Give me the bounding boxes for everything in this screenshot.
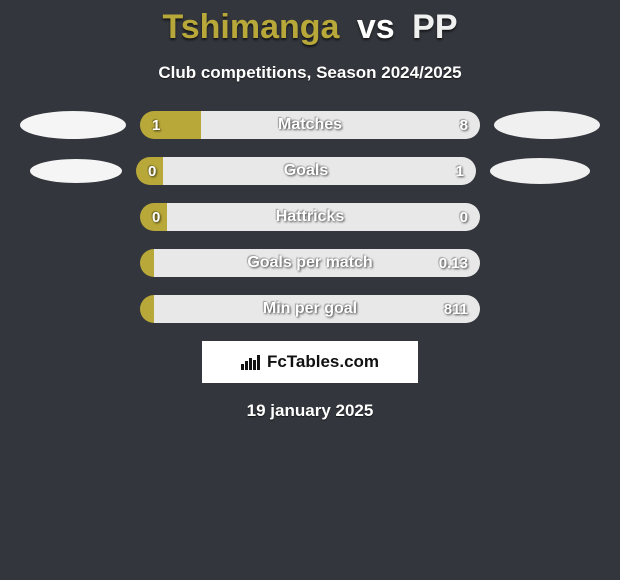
- subtitle: Club competitions, Season 2024/2025: [0, 63, 620, 83]
- date-text: 19 january 2025: [0, 401, 620, 421]
- comparison-bar: 01Goals: [136, 157, 476, 185]
- comparison-bar: 18Matches: [140, 111, 480, 139]
- title-left: Tshimanga: [162, 8, 339, 46]
- bar-label: Hattricks: [140, 203, 480, 231]
- player-right-ellipse: [490, 158, 590, 184]
- bar-row: 00Hattricks: [10, 203, 610, 231]
- player-left-ellipse: [30, 159, 122, 183]
- comparison-bar: 0.13Goals per match: [140, 249, 480, 277]
- player-right-ellipse: [494, 111, 600, 139]
- bar-label: Min per goal: [140, 295, 480, 323]
- comparison-bars: 18Matches 01Goals 00Hattricks 0.13Goals per…: [0, 111, 620, 323]
- chart-icon: [241, 354, 261, 370]
- brand-box[interactable]: FcTables.com: [202, 341, 418, 383]
- bar-label: Goals per match: [140, 249, 480, 277]
- title-vs: vs: [357, 8, 395, 46]
- bar-row: 811Min per goal: [10, 295, 610, 323]
- comparison-bar: 811Min per goal: [140, 295, 480, 323]
- page-title: Tshimanga vs PP: [0, 0, 620, 47]
- title-right: PP: [412, 8, 457, 46]
- player-left-ellipse: [20, 111, 126, 139]
- bar-label: Goals: [136, 157, 476, 185]
- comparison-bar: 00Hattricks: [140, 203, 480, 231]
- bar-row: 01Goals: [10, 157, 610, 185]
- bar-row: 18Matches: [10, 111, 610, 139]
- bar-row: 0.13Goals per match: [10, 249, 610, 277]
- brand-text: FcTables.com: [267, 352, 379, 372]
- bar-label: Matches: [140, 111, 480, 139]
